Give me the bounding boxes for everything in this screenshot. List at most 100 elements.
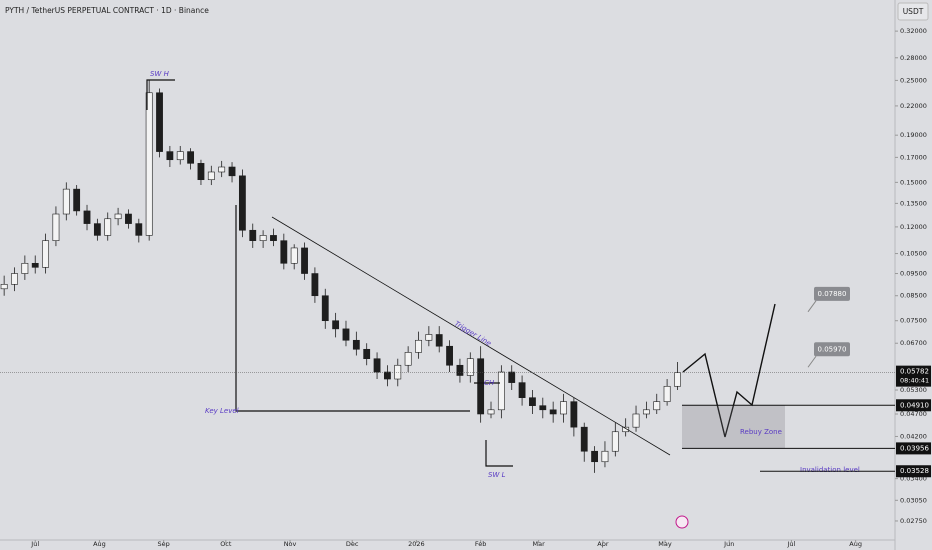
candle-body — [529, 397, 536, 406]
candle-body — [466, 358, 474, 376]
candle-body — [301, 247, 308, 274]
chart-title: PYTH / TetherUS PERPETUAL CONTRACT · 1D … — [5, 6, 209, 15]
y-tick-label: 0.03400 — [900, 475, 927, 483]
candle-body — [384, 371, 391, 380]
y-tick-label: 0.04700 — [900, 410, 927, 418]
candle-body — [156, 92, 163, 152]
target-pointer — [807, 355, 817, 368]
x-tick-label: Mar — [533, 540, 546, 548]
candle-body — [207, 171, 215, 181]
candle-body — [415, 339, 422, 353]
x-tick-label: Feb — [475, 540, 487, 548]
candle-body — [601, 450, 609, 463]
level-label: 0.03956 — [900, 444, 929, 452]
candle-body — [352, 339, 360, 350]
target-pointer — [807, 300, 817, 313]
swing-high-line — [146, 79, 175, 110]
candle-body — [321, 295, 329, 322]
current-price-tag — [896, 365, 931, 387]
candle-body — [311, 273, 319, 297]
x-tick-label: 2026 — [408, 540, 425, 548]
candle-body — [570, 401, 578, 428]
x-tick-label: Aug — [849, 540, 862, 548]
y-tick-label: 0.04200 — [900, 432, 927, 440]
x-tick-label: May — [658, 540, 672, 548]
current-price-label: 0.05782 — [900, 368, 929, 376]
candle-body — [653, 401, 661, 411]
candle-body — [518, 382, 526, 398]
swing-low-line — [485, 440, 513, 467]
annotation: SW H — [150, 70, 170, 78]
candle-body — [197, 163, 205, 181]
candle-body — [176, 151, 184, 161]
y-tick-label: 0.10500 — [900, 250, 927, 258]
y-tick-label: 0.28000 — [900, 54, 927, 62]
candle-body — [342, 328, 350, 341]
candle-body — [497, 371, 505, 411]
y-tick-label: 0.09500 — [900, 270, 927, 278]
level-tag — [896, 399, 931, 412]
y-tick-label: 0.06700 — [900, 339, 927, 347]
event-icon[interactable] — [675, 515, 689, 529]
candle-body — [166, 151, 174, 161]
candle-body — [52, 213, 60, 241]
x-tick-label: Sep — [158, 540, 170, 548]
candle-body — [62, 188, 70, 215]
target-box — [814, 342, 850, 357]
x-tick-label: Dec — [346, 540, 359, 548]
y-tick-label: 0.32000 — [900, 27, 927, 35]
x-tick-label: Jul — [30, 540, 39, 548]
y-tick-label: 0.07500 — [900, 317, 927, 325]
y-tick-label: 0.03050 — [900, 496, 927, 504]
y-tick-label: 0.19000 — [900, 131, 927, 139]
candle-body — [549, 409, 557, 415]
candle-body — [591, 450, 599, 463]
rebuy-zone — [682, 405, 785, 448]
x-tick-label: Nov — [284, 540, 297, 548]
annotation: CH — [484, 379, 495, 387]
currency-box — [897, 2, 929, 21]
candle-body — [0, 284, 8, 290]
candle-body — [218, 166, 226, 173]
level-label: 0.04910 — [900, 401, 929, 409]
y-tick-label: 0.13500 — [900, 199, 927, 207]
candle-body — [73, 188, 81, 212]
currency: USDT — [903, 7, 924, 16]
annotation: Key Level — [205, 407, 239, 415]
target-label: 0.07880 — [818, 290, 847, 298]
candle-body — [249, 229, 257, 241]
x-tick-label: Jun — [723, 540, 734, 548]
candle-body — [31, 262, 39, 268]
candle-body — [560, 401, 567, 415]
candle-body — [290, 247, 298, 264]
y-tick-label: 0.02750 — [900, 517, 927, 525]
candle-body — [42, 240, 49, 268]
candle-body — [508, 371, 516, 383]
y-tick-label: 0.15000 — [900, 178, 927, 186]
annotation: SW L — [488, 471, 506, 479]
candle-body — [642, 409, 650, 415]
candle-body — [135, 223, 143, 236]
x-tick-label: Apr — [597, 540, 609, 548]
candle-body — [363, 348, 371, 360]
y-tick-label: 0.12000 — [900, 223, 927, 231]
annotation: Invalidation level — [800, 466, 860, 474]
candle-body — [21, 262, 29, 274]
trigger-line — [271, 216, 671, 456]
candle-body — [270, 235, 277, 241]
candle-body — [145, 92, 153, 236]
key-level-line — [235, 205, 470, 412]
candle-body — [632, 413, 640, 428]
target-label: 0.05970 — [818, 345, 847, 353]
x-tick-label: Aug — [93, 540, 106, 548]
candle-body — [456, 364, 464, 376]
y-tick-label: 0.25000 — [900, 76, 927, 84]
plot: 0.32000 0.28000 0.25000 0.22000 0.19000 0.170… — [0, 27, 927, 548]
countdown: 08:40:41 — [900, 377, 929, 385]
candle-body — [611, 431, 619, 452]
level-tag — [896, 465, 931, 478]
